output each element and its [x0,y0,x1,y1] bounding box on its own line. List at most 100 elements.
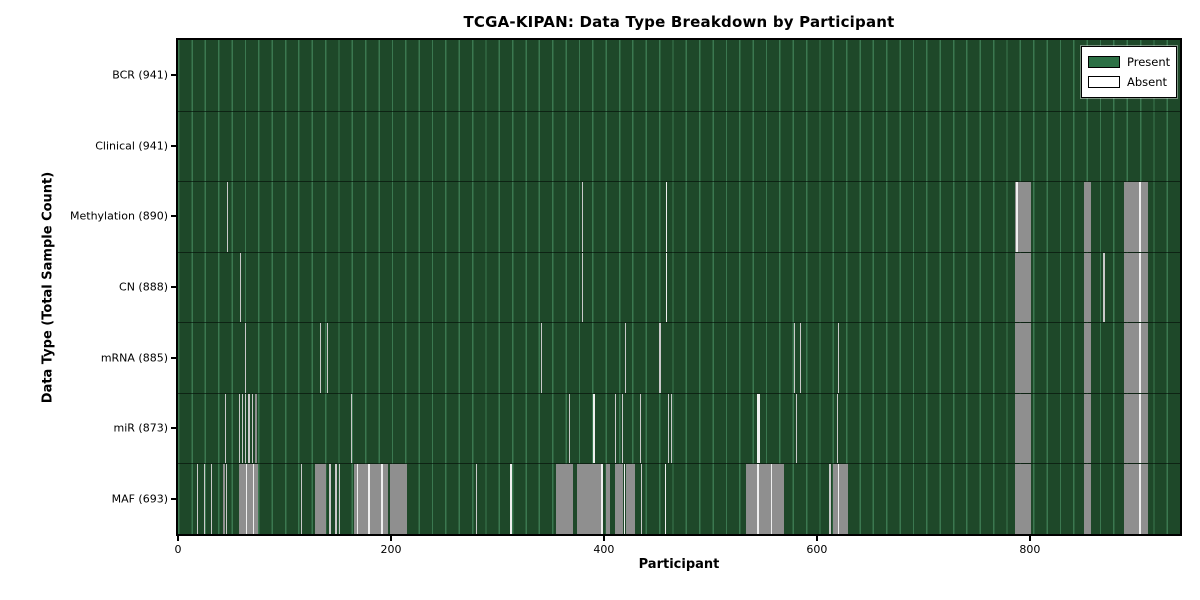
absent-stripe [203,464,205,534]
y-tick-label-miR: miR (873) [113,421,169,435]
absent-stripe [356,464,359,534]
absent-stripe [1084,393,1091,464]
heatmap-row-miR [178,392,1180,464]
absent-stripe [1123,182,1149,252]
absent-stripe [799,323,802,393]
absent-stripe [238,393,240,464]
absent-stripe [838,464,840,534]
absent-stripe [197,464,199,534]
absent-stripe [227,182,229,252]
absent-stripe [241,393,244,464]
absent-stripe [238,464,258,534]
absent-stripe [248,393,250,464]
legend-absent-label: Absent [1127,75,1168,89]
absent-stripe [640,393,642,464]
x-tick-mark [602,536,605,541]
y-tick-mark [171,286,176,288]
absent-stripe [745,464,784,534]
absent-stripe [1123,323,1149,393]
absent-stripe [1123,252,1149,323]
absent-stripe [1138,182,1141,252]
absent-stripe [367,464,370,534]
absent-stripe [1084,323,1091,393]
y-tick-mark [171,215,176,218]
x-tick-mark [389,536,392,541]
absent-stripe [757,393,761,464]
absent-stripe [581,252,583,323]
absent-stripe [319,323,321,393]
y-tick-label-CN: CN (888) [119,280,168,294]
y-tick-mark [171,427,176,430]
heatmap-row-Methylation [178,181,1180,252]
absent-stripe [329,464,332,534]
heatmap-row-Clinical [178,110,1180,182]
heatmap-row-MAF [178,463,1180,534]
heatmap-row-mRNA [178,322,1180,393]
chart-title: TCGA-KIPAN: Data Type Breakdown by Parti… [463,13,895,31]
x-tick-label-0: 0 [174,543,182,556]
absent-stripe [1015,464,1031,534]
y-tick-label-Methylation: Methylation (890) [70,209,168,223]
absent-stripe [1084,464,1091,534]
absent-stripe [1015,252,1031,323]
absent-stripe [568,393,571,464]
absent-stripe [334,464,337,534]
absent-stripe [225,464,228,534]
y-tick-mark [171,497,176,500]
absent-stripe [252,464,254,534]
absent-stripe [350,393,352,464]
absent-stripe [556,464,573,534]
x-tick-label-600: 600 [806,543,828,556]
legend-entry-present: Present [1088,52,1170,72]
absent-stripe [593,393,595,464]
absent-stripe [510,464,513,534]
absent-stripe [1015,393,1031,464]
absent-stripe [245,393,247,464]
absent-stripe [222,464,225,534]
x-tick-label-400: 400 [593,543,615,556]
x-tick-mark [177,536,179,541]
absent-stripe [1138,464,1141,534]
absent-stripe [667,393,670,464]
absent-stripe [300,464,302,534]
absent-stripe [476,464,478,534]
absent-stripe [757,464,759,534]
absent-stripe [1138,393,1141,464]
absent-stripe [381,464,383,534]
absent-stripe [246,464,248,534]
absent-stripe [211,464,213,534]
absent-stripe [614,464,624,534]
absent-stripe [771,464,773,534]
absent-stripe [641,464,643,534]
absent-swatch-icon [1088,76,1120,88]
plot-area: Present Absent [176,38,1182,536]
absent-stripe [614,393,616,464]
absent-stripe [665,252,667,323]
x-tick-mark [815,536,818,541]
y-tick-label-mRNA: mRNA (885) [100,351,168,365]
absent-stripe [793,323,795,393]
absent-stripe [622,393,624,464]
absent-stripe [1103,252,1105,323]
absent-stripe [659,323,661,393]
absent-stripe [664,464,666,534]
absent-stripe [245,323,247,393]
absent-stripe [224,393,227,464]
absent-stripe [838,323,840,393]
absent-stripe [795,393,797,464]
absent-stripe [671,393,673,464]
present-swatch-icon [1088,56,1120,68]
absent-stripe [1015,182,1031,252]
absent-stripe [606,464,611,534]
absent-stripe [1123,393,1149,464]
absent-stripe [338,464,341,534]
y-tick-label-Clinical: Clinical (941) [95,139,168,153]
y-tick-label-MAF: MAF (693) [111,492,168,506]
absent-stripe [581,182,583,252]
heatmap-row-CN [178,251,1180,323]
x-tick-label-800: 800 [1019,543,1041,556]
absent-stripe [600,464,603,534]
absent-stripe [1016,182,1019,252]
absent-stripe [1015,323,1031,393]
